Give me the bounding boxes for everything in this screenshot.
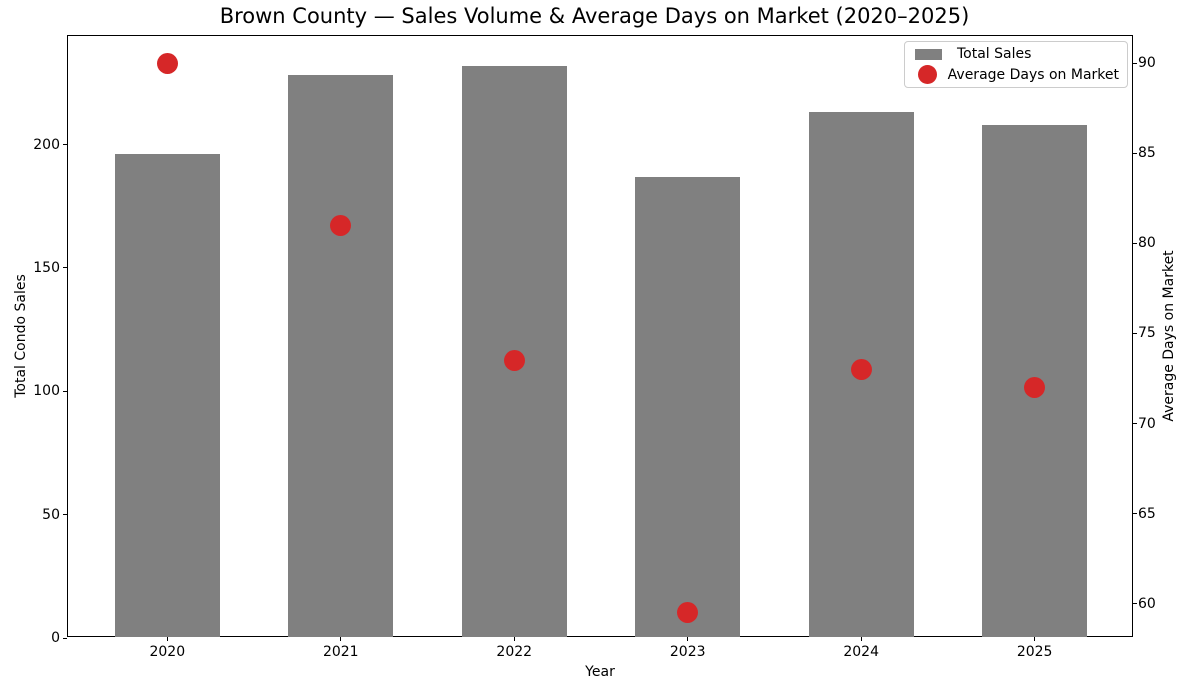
scatter-point [503, 349, 525, 371]
bar-swatch-icon [915, 48, 942, 60]
x-tick-label: 2025 [1016, 644, 1053, 660]
y-tick-label-right: 80 [1138, 235, 1156, 252]
y-tick-label-left: 150 [33, 259, 60, 276]
scatter-point [156, 52, 178, 74]
right-tick-mark [1133, 423, 1137, 424]
bar [635, 176, 741, 637]
scatter-point [850, 358, 872, 380]
legend-swatch-wrap [913, 48, 947, 60]
legend-swatch-wrap [913, 65, 938, 84]
left-tick-mark [63, 390, 67, 392]
x-tick-label: 2022 [496, 644, 533, 660]
x-tick-mark [513, 637, 515, 641]
y-tick-label-right: 85 [1138, 145, 1156, 162]
x-tick-mark [340, 637, 342, 641]
left-tick-mark [63, 144, 67, 146]
left-tick-mark [63, 267, 67, 269]
y-tick-label-left: 200 [33, 136, 60, 153]
y-tick-label-right: 90 [1138, 55, 1156, 72]
x-tick-mark [166, 637, 168, 641]
chart-title: Brown County — Sales Volume & Average Da… [219, 4, 970, 28]
y-tick-label-left: 0 [51, 630, 60, 646]
x-tick-label: 2020 [149, 644, 186, 660]
y-tick-label-right: 75 [1138, 325, 1156, 342]
scatter-point [1024, 376, 1046, 398]
y-tick-label-left: 50 [42, 506, 60, 523]
x-tick-mark [1034, 637, 1036, 641]
dot-swatch-icon [918, 65, 937, 84]
bar [288, 75, 394, 637]
right-tick-mark [1133, 603, 1137, 605]
x-axis-label: Year [585, 664, 615, 680]
bar [114, 154, 220, 637]
x-tick-label: 2021 [322, 644, 359, 660]
legend-item-total-sales: Total Sales [913, 45, 1119, 63]
y-tick-label-right: 70 [1138, 415, 1156, 432]
legend-label: Total Sales [957, 46, 1032, 62]
legend-label: Average Days on Market [947, 66, 1119, 83]
right-tick-mark [1133, 242, 1137, 244]
y-tick-label-right: 60 [1138, 595, 1156, 612]
plot-area: 0 50 100 150 200 60 65 70 75 80 85 90 2020 2021 2022 20… [33, 35, 1156, 660]
left-tick-mark [63, 514, 67, 516]
right-axis-label: Average Days on Market [1161, 250, 1177, 422]
y-tick-label-right: 65 [1138, 505, 1156, 522]
x-tick-label: 2023 [669, 644, 706, 660]
scatter-point [330, 214, 352, 236]
right-tick-mark [1133, 332, 1137, 334]
left-axis-label: Total Condo Sales [13, 274, 29, 398]
right-tick-mark [1133, 152, 1137, 154]
left-tick-mark [63, 637, 67, 639]
x-tick-mark [687, 637, 689, 641]
y-tick-label-left: 100 [33, 383, 60, 400]
x-tick-mark [860, 637, 862, 641]
legend: Total Sales Average Days on Market [904, 41, 1128, 88]
right-tick-mark [1133, 513, 1137, 515]
legend-item-days-on-market: Average Days on Market [913, 65, 1119, 84]
scatter-point [677, 602, 699, 624]
right-tick-mark [1133, 62, 1137, 64]
x-tick-label: 2024 [843, 644, 879, 660]
